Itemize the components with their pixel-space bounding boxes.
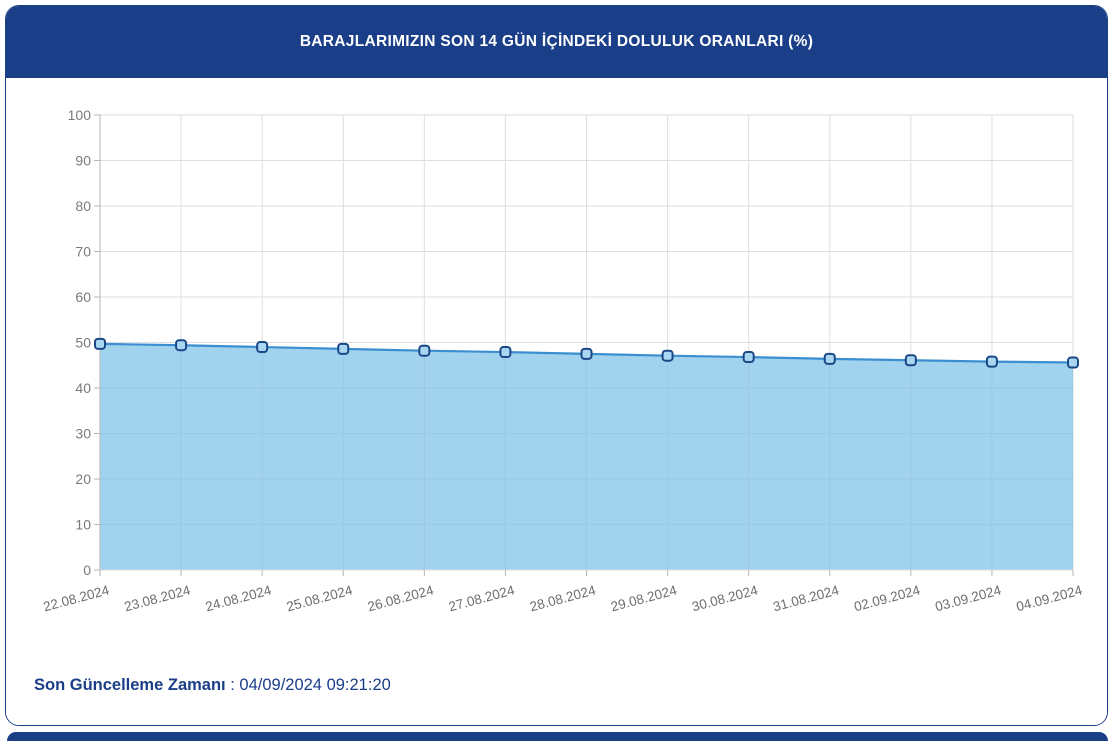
last-update-label: Son Güncelleme Zamanı [34,676,226,694]
dam-occupancy-card: BARAJLARIMIZIN SON 14 GÜN İÇİNDEKİ DOLUL… [5,5,1108,726]
page-title: BARAJLARIMIZIN SON 14 GÜN İÇİNDEKİ DOLUL… [299,33,814,50]
x-tick-label: 25.08.2024 [285,582,355,614]
x-tick-label: 22.08.2024 [42,582,112,614]
x-tick-label: 28.08.2024 [528,582,598,614]
y-tick-label: 30 [75,426,91,442]
y-tick-label: 40 [75,380,91,396]
data-point-marker[interactable] [499,346,512,359]
data-point-marker[interactable] [580,347,593,360]
area-fill [100,343,1073,570]
chart-area: 0 10 20 30 40 50 60 70 80 90 100 22.08.2024 23.08.20… [6,78,1107,725]
data-point-marker[interactable] [175,339,188,352]
chart-title-bar: BARAJLARIMIZIN SON 14 GÜN İÇİNDEKİ DOLUL… [6,6,1107,78]
data-point-marker[interactable] [337,342,350,355]
x-tick-label: 27.08.2024 [447,582,517,614]
x-tick-label: 03.09.2024 [934,582,1004,614]
y-tick-label: 60 [75,289,91,305]
data-point-marker[interactable] [256,341,269,354]
last-update-separator: : [225,676,240,694]
x-tick-label: 24.08.2024 [204,582,274,614]
next-section-header-sliver [7,732,1108,741]
y-tick-label: 20 [75,471,91,487]
y-tick-label: 10 [75,517,91,533]
data-point-marker[interactable] [418,344,431,357]
data-point-marker[interactable] [94,337,106,350]
data-point-marker[interactable] [1067,356,1079,369]
data-point-marker[interactable] [742,351,755,364]
y-tick-label: 80 [75,198,91,214]
x-tick-label: 29.08.2024 [609,582,679,614]
data-point-marker[interactable] [904,354,917,367]
last-update-row: Son Güncelleme Zamanı : 04/09/2024 09:21… [34,676,391,695]
last-update-timestamp: 04/09/2024 09:21:20 [239,676,391,694]
x-tick-label: 04.09.2024 [1015,582,1085,614]
y-tick-label: 50 [75,335,91,351]
y-tick-label: 0 [83,562,91,578]
fill-rate-area-chart: 0 10 20 30 40 50 60 70 80 90 100 22.08.2024 23.08.20… [42,107,1085,614]
x-tick-label: 30.08.2024 [690,582,760,614]
x-tick-label: 23.08.2024 [123,582,193,614]
y-tick-label: 70 [75,244,91,260]
x-tick-label: 26.08.2024 [366,582,436,614]
x-tick-label: 31.08.2024 [771,582,841,614]
y-tick-label: 100 [68,107,92,123]
data-point-marker[interactable] [661,349,674,362]
y-tick-label: 90 [75,153,91,169]
x-tick-label: 02.09.2024 [852,582,922,614]
data-point-marker[interactable] [985,355,998,368]
data-point-marker[interactable] [823,352,836,365]
